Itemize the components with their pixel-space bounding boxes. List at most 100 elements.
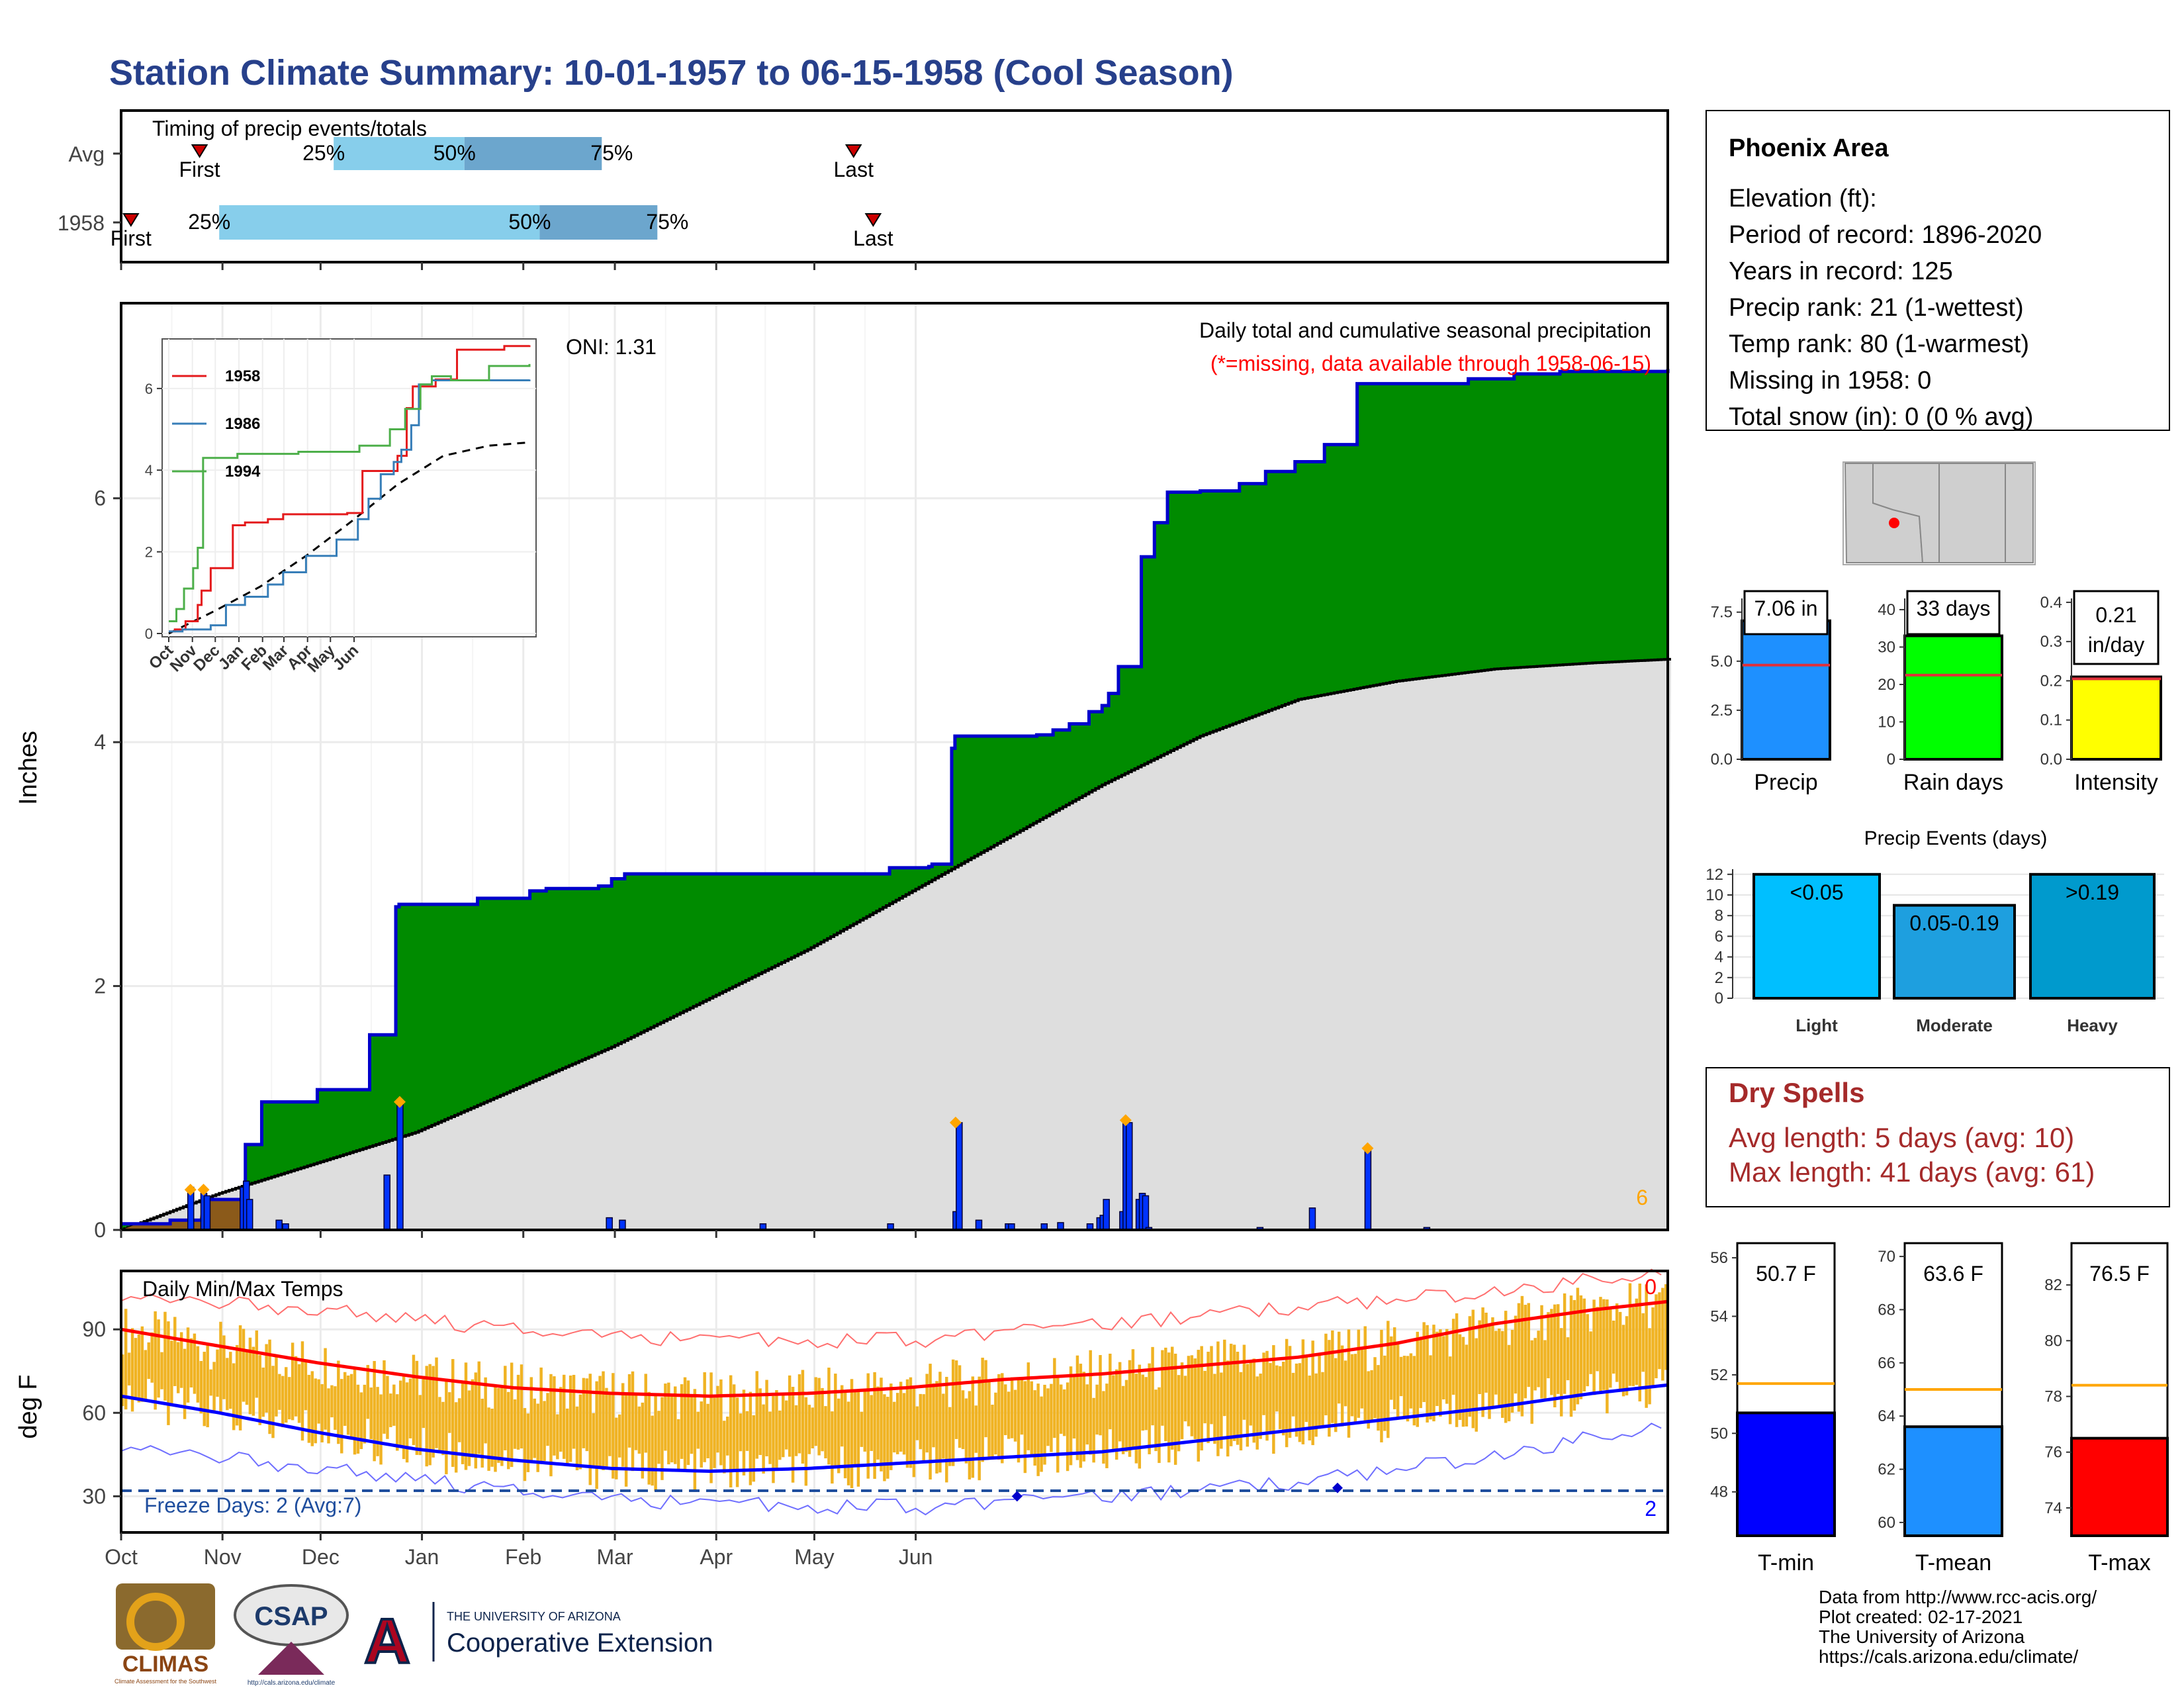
- daily-temp-bar: [1569, 1295, 1573, 1417]
- daily-temp-bar: [389, 1393, 392, 1427]
- csap-logo-url: http://cals.arizona.edu/climate: [248, 1679, 336, 1687]
- daily-temp-bar: [238, 1325, 242, 1430]
- daily-temp-bar: [281, 1376, 285, 1428]
- daily-temp-bar: [634, 1393, 638, 1450]
- summary-value-box: [1906, 590, 2001, 635]
- daily-temp-bar: [824, 1406, 827, 1459]
- summary-y-tick-label: 10: [1878, 713, 1895, 731]
- daily-temp-bar: [1242, 1344, 1246, 1420]
- daily-temp-bar: [624, 1392, 628, 1487]
- timing-quartile-label: 75%: [646, 210, 688, 234]
- temp-summary-y-tick-label: 56: [1710, 1249, 1728, 1267]
- daily-temp-bar: [1618, 1311, 1622, 1391]
- daily-temp-bar: [1020, 1378, 1024, 1435]
- summary-bar: [1741, 619, 1831, 761]
- daily-temp-bar: [598, 1376, 602, 1466]
- daily-temp-bar: [811, 1407, 814, 1449]
- daily-temp-bar: [1311, 1340, 1314, 1446]
- daily-temp-bar: [1635, 1298, 1639, 1385]
- daily-temp-bar: [196, 1346, 200, 1403]
- temp-summary-bar: [2070, 1436, 2169, 1538]
- daily-temp-bar: [791, 1387, 795, 1483]
- csap-logo: CSAP http://cals.arizona.edu/climate: [234, 1584, 349, 1687]
- daily-temp-bar: [500, 1387, 504, 1466]
- daily-temp-bar: [1465, 1344, 1469, 1427]
- daily-temp-bar: [179, 1332, 183, 1388]
- daily-temp-bar: [1121, 1385, 1125, 1454]
- daily-temp-bar: [951, 1359, 955, 1466]
- daily-temp-bar: [1213, 1374, 1216, 1444]
- temp-summary-y-tick-label: 48: [1710, 1483, 1728, 1501]
- daily-temp-bar: [418, 1395, 422, 1456]
- daily-temp-bar: [1060, 1384, 1063, 1434]
- daily-temp-bar: [1540, 1305, 1543, 1399]
- daily-temp-bar: [1272, 1345, 1275, 1454]
- dry-spells-title: Dry Spells: [1729, 1077, 1864, 1108]
- daily-temp-bar: [349, 1374, 353, 1438]
- timing-panel: Timing of precip events/totals Avg 1958 …: [58, 109, 1669, 270]
- daily-temp-bar: [1621, 1325, 1625, 1397]
- daily-temp-bar: [880, 1378, 883, 1472]
- daily-temp-bar: [510, 1362, 514, 1468]
- daily-temp-bar: [667, 1382, 670, 1465]
- inset-y-tick-label: 6: [145, 381, 153, 397]
- daily-temp-bar: [1416, 1331, 1420, 1427]
- daily-temp-bar: [1553, 1304, 1557, 1407]
- precip-y-tick-label: 6: [94, 487, 106, 510]
- daily-temp-bar: [291, 1342, 295, 1421]
- events-y-tick-label: 10: [1706, 886, 1723, 904]
- events-bar-label: <0.05: [1790, 880, 1844, 904]
- daily-temp-bar: [278, 1374, 281, 1410]
- daily-temp-bar: [893, 1401, 896, 1453]
- daily-temp-bar: [359, 1392, 363, 1450]
- daily-temp-bar: [1062, 1389, 1066, 1436]
- daily-temp-bar: [147, 1342, 150, 1380]
- daily-temp-bar: [183, 1348, 187, 1419]
- daily-temp-bar: [1200, 1346, 1203, 1451]
- daily-temp-bar: [373, 1360, 376, 1462]
- daily-temp-bar: [1510, 1329, 1514, 1413]
- events-bar: [1752, 872, 1881, 1000]
- average-precip-line: [121, 657, 1671, 1231]
- daily-precip-bar: [1142, 1195, 1150, 1231]
- daily-temp-bar: [1337, 1331, 1341, 1404]
- daily-temp-bar: [762, 1404, 765, 1474]
- daily-temp-bar: [971, 1376, 975, 1478]
- daily-temp-bar: [1471, 1309, 1475, 1429]
- timing-bar-50-75: [464, 137, 602, 170]
- daily-temp-bar: [396, 1394, 399, 1451]
- daily-temp-bar: [1429, 1355, 1432, 1420]
- daily-temp-bar: [595, 1381, 598, 1489]
- extreme-precip-marker: [197, 1184, 210, 1196]
- daily-temp-bar: [432, 1366, 435, 1458]
- daily-temp-bar: [1324, 1333, 1328, 1416]
- daily-temp-bar: [1350, 1354, 1354, 1417]
- daily-temp-bar: [1448, 1356, 1452, 1425]
- freeze-day-marker: [1332, 1482, 1343, 1493]
- daily-temp-bar: [1380, 1329, 1383, 1442]
- precip-y-tick-label: 2: [94, 974, 106, 998]
- daily-temp-bar: [784, 1400, 788, 1450]
- daily-temp-bar: [1095, 1384, 1099, 1435]
- daily-temp-bar: [1638, 1284, 1641, 1402]
- daily-temp-bar: [1161, 1350, 1164, 1426]
- daily-temp-bar: [1494, 1331, 1498, 1395]
- daily-temp-bar: [807, 1405, 811, 1454]
- daily-temp-bar: [553, 1376, 556, 1456]
- daily-temp-bar: [1586, 1314, 1589, 1387]
- daily-temp-bar: [1559, 1328, 1563, 1417]
- daily-temp-bar: [1360, 1349, 1364, 1409]
- daily-temp-bar: [1138, 1364, 1142, 1469]
- daily-temp-bar: [696, 1411, 700, 1449]
- daily-temp-bar: [739, 1413, 743, 1452]
- daily-temp-bar: [895, 1393, 899, 1454]
- daily-temp-bar: [176, 1342, 180, 1393]
- timing-marks: 25% 50% 75% First Last 25% 50% 75% First Last: [111, 137, 917, 270]
- daily-temp-bar: [1609, 1309, 1612, 1388]
- daily-temp-bar: [504, 1366, 507, 1450]
- daily-temp-bar: [529, 1377, 533, 1464]
- daily-temp-bar: [1216, 1341, 1220, 1456]
- summary-value-label: 33 days: [1916, 596, 1990, 620]
- daily-temp-bar: [1442, 1336, 1445, 1400]
